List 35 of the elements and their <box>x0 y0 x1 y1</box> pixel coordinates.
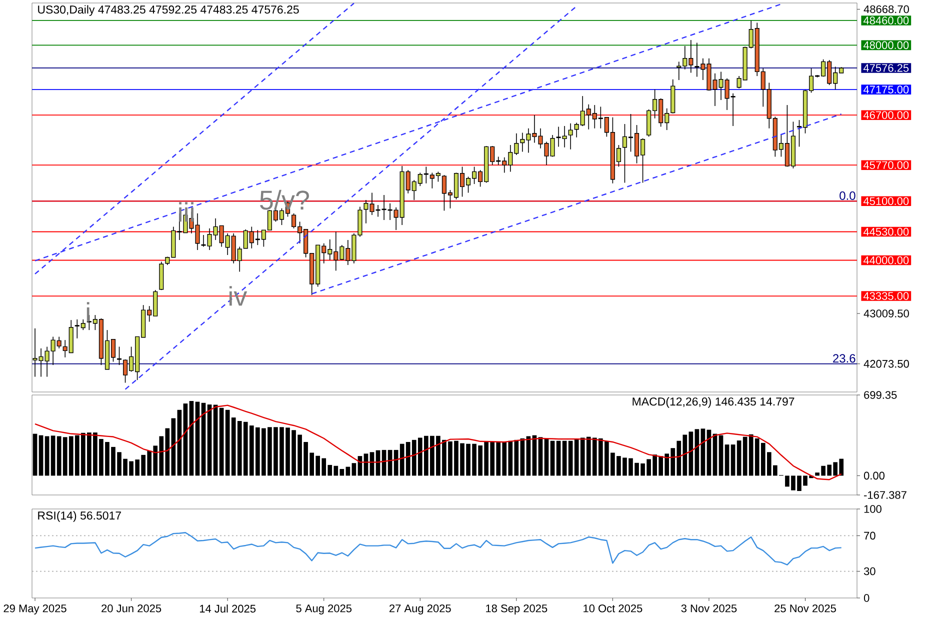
x-tick-label: 14 Jul 2025 <box>200 604 256 613</box>
annotation: 23.6 <box>833 354 856 363</box>
ref-line-label: 46700.00 <box>863 111 909 119</box>
y-tick-label: 30 <box>864 567 876 576</box>
x-tick-label: 29 May 2025 <box>4 604 66 614</box>
y-tick-label: 699.35 <box>864 391 897 399</box>
chart-title: RSI(14) 56.5017 <box>38 511 121 522</box>
annotation: i <box>86 302 90 322</box>
ref-line-label: 45770.00 <box>863 161 909 169</box>
ref-line-label: 48000.00 <box>863 41 909 50</box>
chart-title: US30,Daily 47483.25 47592.25 47483.25 47576.25 <box>38 5 299 16</box>
ref-line-label: 47175.00 <box>863 86 909 94</box>
y-tick-label: 0 <box>864 594 870 602</box>
x-tick-label: 27 Aug 2025 <box>389 604 451 614</box>
y-tick-label: 43009.50 <box>864 310 909 318</box>
y-tick-label: 42073.50 <box>864 360 909 368</box>
ref-line-label: 45100.00 <box>863 197 909 206</box>
annotation: 0.0 <box>840 191 856 200</box>
ref-line-label: 47576.25 <box>863 64 909 72</box>
ref-line-label: 44530.00 <box>863 228 909 236</box>
y-tick-label: -167.387 <box>864 491 906 499</box>
x-tick-label: 25 Nov 2025 <box>774 604 836 612</box>
chart-title: MACD(12,26,9) 146.435 14.797 <box>632 397 794 408</box>
x-tick-label: 10 Oct 2025 <box>584 604 642 612</box>
ref-line-label: 43335.00 <box>863 292 909 300</box>
y-tick-label: 48668.70 <box>864 5 909 14</box>
x-tick-label: 18 Sep 2025 <box>486 604 548 614</box>
y-tick-label: 100 <box>864 505 882 513</box>
y-tick-label: 70 <box>864 532 876 540</box>
ref-line-label: 48460.00 <box>863 16 909 24</box>
ref-line-label: 44000.00 <box>863 256 909 264</box>
x-tick-label: 5 Aug 2025 <box>296 604 352 614</box>
x-tick-label: 3 Nov 2025 <box>681 604 737 612</box>
y-tick-label: 0.00 <box>864 472 885 480</box>
x-tick-label: 20 Jun 2025 <box>102 604 162 612</box>
